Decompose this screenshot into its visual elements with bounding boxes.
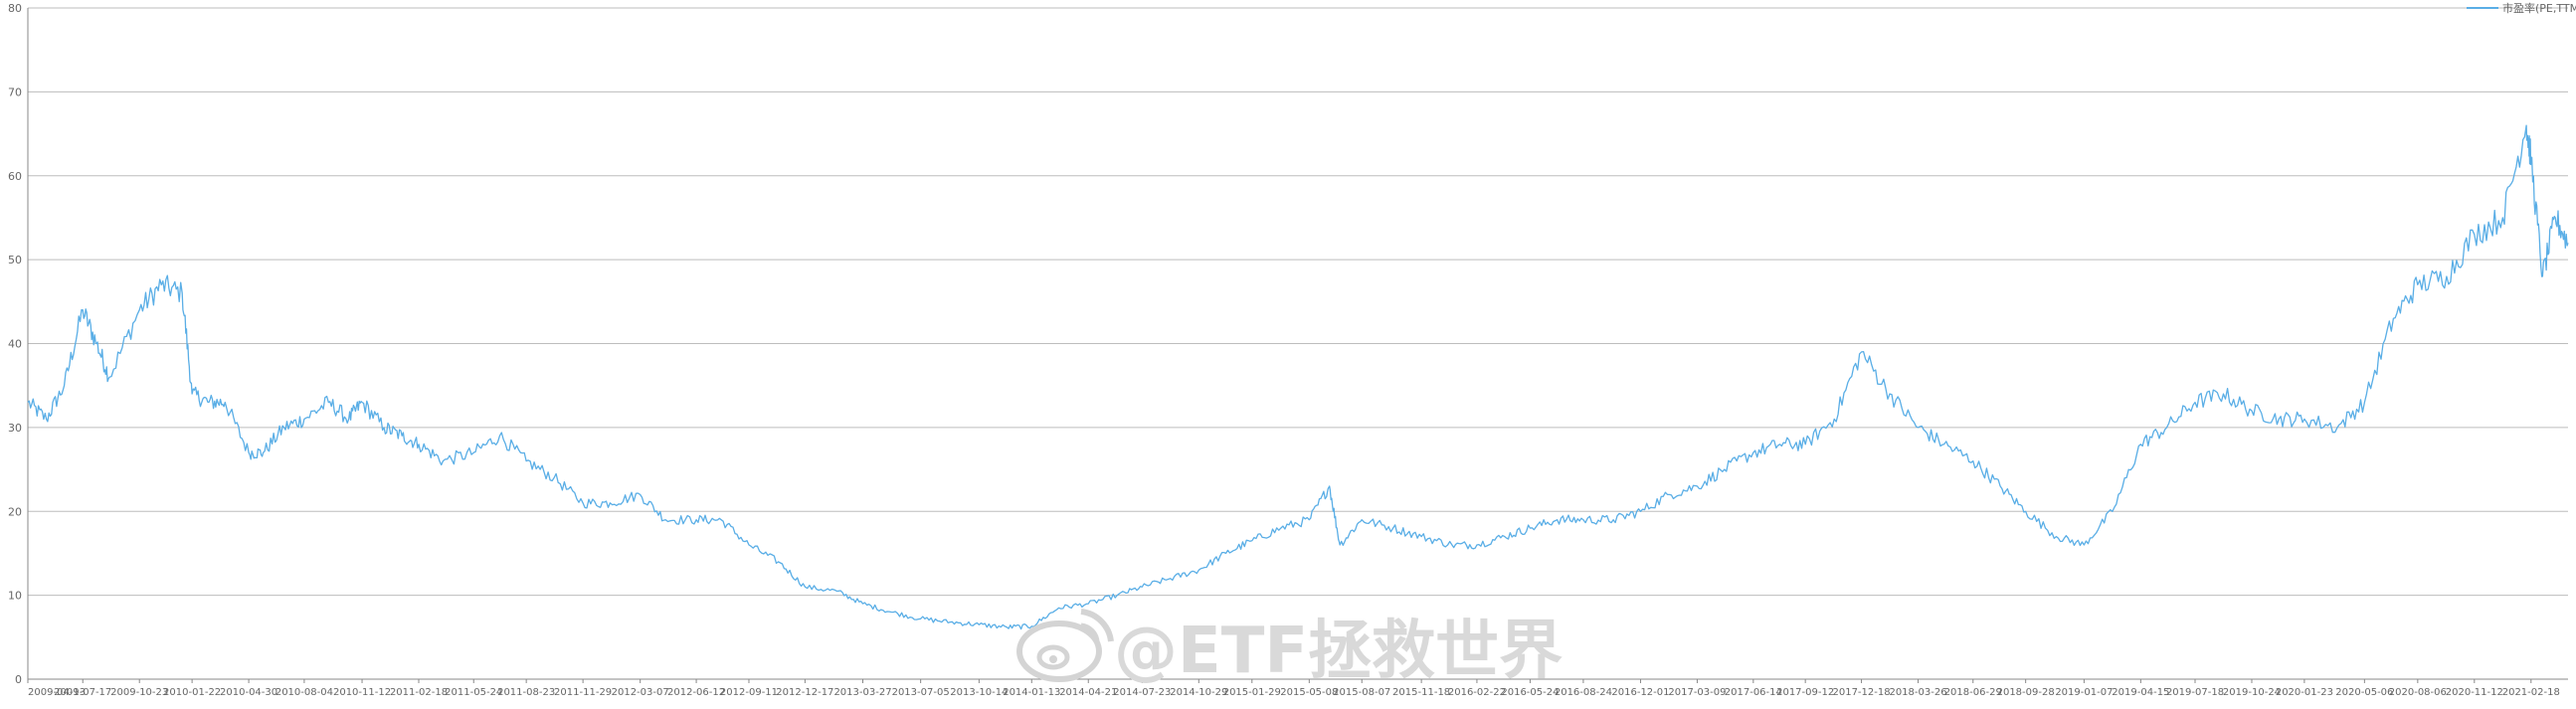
series-line bbox=[27, 124, 2569, 630]
x-tick-label: 2019-07-18 bbox=[2166, 687, 2224, 698]
x-tick-label: 2021-02-18 bbox=[2502, 687, 2560, 698]
x-axis: 2009-04-132009-07-172009-10-232010-01-22… bbox=[27, 679, 2560, 698]
x-tick-label: 2015-05-08 bbox=[1280, 687, 1338, 698]
watermark: @ETF拯救世界 bbox=[1016, 609, 1563, 688]
x-tick-label: 2010-11-12 bbox=[333, 687, 391, 698]
x-tick-label: 2011-11-29 bbox=[554, 687, 612, 698]
x-tick-label: 2018-03-26 bbox=[1889, 687, 1946, 698]
x-tick-label: 2009-04-13 bbox=[28, 687, 86, 698]
x-tick-label: 2016-05-24 bbox=[1501, 687, 1559, 698]
x-tick-label: 2016-02-22 bbox=[1448, 687, 1506, 698]
x-tick-label: 2014-01-13 bbox=[1003, 687, 1060, 698]
series-layer bbox=[27, 124, 2569, 630]
y-tick-label: 50 bbox=[8, 254, 22, 266]
y-tick-label: 40 bbox=[8, 338, 22, 351]
x-tick-label: 2009-07-17 bbox=[54, 687, 111, 698]
watermark-text: @ETF拯救世界 bbox=[1114, 615, 1563, 688]
x-tick-label: 2010-01-22 bbox=[163, 687, 221, 698]
x-tick-label: 2018-09-28 bbox=[1997, 687, 2055, 698]
grid-layer bbox=[28, 7, 2568, 680]
x-tick-label: 2012-03-07 bbox=[612, 687, 669, 698]
y-tick-label: 20 bbox=[8, 505, 22, 518]
x-tick-label: 2020-11-12 bbox=[2446, 687, 2503, 698]
y-tick-label: 0 bbox=[15, 673, 22, 686]
x-tick-label: 2009-10-23 bbox=[110, 687, 168, 698]
x-tick-label: 2020-08-06 bbox=[2389, 687, 2447, 698]
x-tick-label: 2017-09-12 bbox=[1776, 687, 1834, 698]
x-tick-label: 2011-08-23 bbox=[497, 687, 555, 698]
x-tick-label: 2019-01-07 bbox=[2055, 687, 2113, 698]
x-tick-label: 2012-06-12 bbox=[667, 687, 725, 698]
x-tick-label: 2014-04-21 bbox=[1059, 687, 1117, 698]
x-tick-label: 2015-01-29 bbox=[1223, 687, 1281, 698]
x-tick-label: 2010-08-04 bbox=[276, 687, 333, 698]
x-tick-label: 2010-04-30 bbox=[220, 687, 277, 698]
legend: 市盈率(PE,TTM) bbox=[2467, 1, 2576, 15]
x-tick-label: 2012-09-11 bbox=[720, 687, 778, 698]
x-tick-label: 2015-11-18 bbox=[1392, 687, 1450, 698]
x-tick-label: 2020-05-06 bbox=[2335, 687, 2393, 698]
x-tick-label: 2014-10-29 bbox=[1170, 687, 1227, 698]
x-tick-label: 2012-12-17 bbox=[776, 687, 833, 698]
x-tick-label: 2019-04-15 bbox=[2112, 687, 2169, 698]
x-tick-label: 2017-12-18 bbox=[1832, 687, 1890, 698]
x-tick-label: 2019-10-24 bbox=[2223, 687, 2281, 698]
x-tick-label: 2016-08-24 bbox=[1555, 687, 1612, 698]
y-tick-label: 30 bbox=[8, 422, 22, 435]
weibo-logo bbox=[1016, 609, 1114, 682]
x-tick-label: 2020-01-23 bbox=[2276, 687, 2333, 698]
x-tick-label: 2014-07-23 bbox=[1113, 687, 1171, 698]
y-axis: 0 10 20 30 40 50 60 70 80 bbox=[8, 2, 29, 686]
x-tick-label: 2017-03-09 bbox=[1668, 687, 1726, 698]
x-tick-label: 2013-03-27 bbox=[833, 687, 891, 698]
x-tick-label: 2018-06-29 bbox=[1944, 687, 2002, 698]
x-tick-label: 2013-10-14 bbox=[950, 687, 1008, 698]
y-tick-label: 60 bbox=[8, 170, 22, 183]
y-tick-label: 80 bbox=[8, 2, 22, 15]
x-tick-label: 2011-02-18 bbox=[390, 687, 448, 698]
x-tick-label: 2011-05-24 bbox=[445, 687, 502, 698]
x-tick-label: 2013-07-05 bbox=[892, 687, 950, 698]
y-tick-label: 70 bbox=[8, 86, 22, 98]
x-tick-label: 2016-12-01 bbox=[1611, 687, 1669, 698]
legend-label: 市盈率(PE,TTM) bbox=[2502, 1, 2576, 15]
x-tick-label: 2015-08-07 bbox=[1333, 687, 1390, 698]
x-tick-label: 2017-06-14 bbox=[1725, 687, 1782, 698]
y-tick-label: 10 bbox=[8, 590, 22, 603]
